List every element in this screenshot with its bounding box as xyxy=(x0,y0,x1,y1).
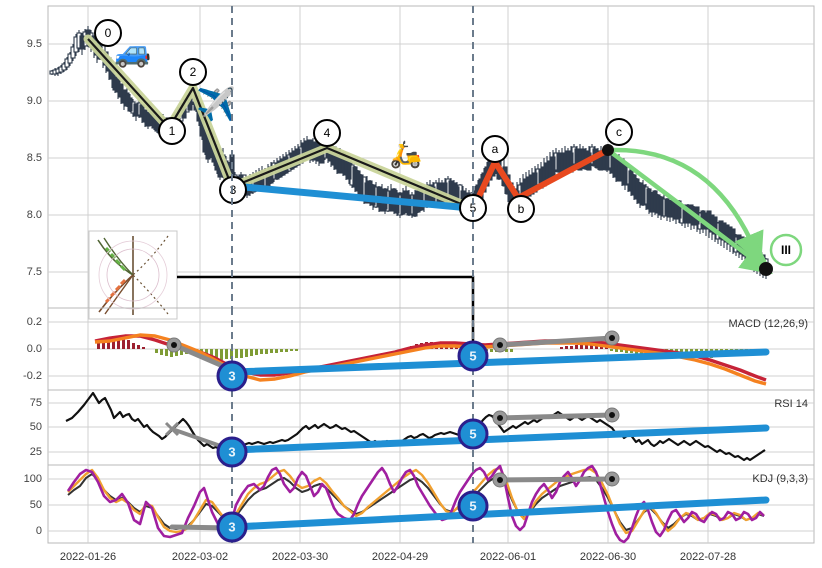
macd-y-tick-1: 0.0 xyxy=(27,343,42,355)
price-y-tick-3: 8.0 xyxy=(27,209,42,221)
wave-label-b: b xyxy=(507,195,535,223)
pivot-marker-rsi-3-text: 3 xyxy=(228,445,235,460)
kdj-panel-frame xyxy=(47,464,815,544)
airplane-emoji: ✈️ xyxy=(196,85,236,122)
price-y-tick-4: 7.5 xyxy=(27,266,42,278)
wave-label-5: 5 xyxy=(459,194,487,222)
elliott-wave-labels: 0 1 2 3 4 5 a xyxy=(94,19,791,257)
price-y-tick-1: 9.0 xyxy=(27,95,42,107)
inset-thumbnail[interactable] xyxy=(88,230,178,320)
x-tick-2: 2022-03-30 xyxy=(272,551,328,563)
pivot-marker-macd-3: 3 xyxy=(216,360,248,392)
pivot-marker-kdj-5-text: 5 xyxy=(469,499,476,514)
pivot-marker-macd-5-text: 5 xyxy=(469,349,476,364)
rsi-indicator-label: RSI 14 xyxy=(774,398,808,410)
pivot-marker-kdj-3: 3 xyxy=(216,511,248,543)
x-tick-6: 2022-07-28 xyxy=(680,551,736,563)
pivot-marker-kdj-3-text: 3 xyxy=(228,520,235,535)
price-panel: 9.5 9.0 8.5 8.0 7.5 xyxy=(27,5,815,309)
wave-label-c: c xyxy=(605,118,633,146)
pivot-marker-rsi-5: 5 xyxy=(457,418,489,450)
pivot-marker-rsi-3: 3 xyxy=(216,436,248,468)
car-emoji: 🚙 xyxy=(114,36,151,70)
wave-label-2-text: 2 xyxy=(190,65,197,79)
macd-y-tick-0: 0.2 xyxy=(27,316,42,328)
kdj-support-trendline xyxy=(230,496,770,531)
wave-label-4: 4 xyxy=(313,119,341,147)
wave-label-0: 0 xyxy=(94,19,122,47)
wave-c-dot xyxy=(602,144,614,156)
wave-label-c-text: c xyxy=(616,125,622,139)
kdj-y-tick-1: 50 xyxy=(30,499,42,511)
pivot-markers: 3 5 3 5 3 5 xyxy=(216,340,489,543)
wave-label-4-text: 4 xyxy=(324,126,331,140)
target-dot xyxy=(759,262,773,276)
macd-panel: 0.2 0.0 -0.2 MACD (12,26,9) xyxy=(23,307,815,391)
kdj-y-tick-0: 100 xyxy=(24,473,42,485)
x-axis-labels: 2022-01-26 2022-03-02 2022-03-30 2022-04… xyxy=(60,551,736,563)
rsi-support-trendline xyxy=(230,424,770,454)
macd-y-tick-2: -0.2 xyxy=(23,370,42,382)
wave-label-0-text: 0 xyxy=(105,26,112,40)
rsi-panel: 75 50 25 RSI 14 xyxy=(30,389,815,466)
price-y-tick-0: 9.5 xyxy=(27,38,42,50)
wave-label-1-text: 1 xyxy=(169,124,176,138)
forecast-arrows xyxy=(609,147,773,275)
x-tick-3: 2022-04-29 xyxy=(372,551,428,563)
pivot-marker-macd-5: 5 xyxy=(457,340,489,372)
price-y-axis-labels: 9.5 9.0 8.5 8.0 7.5 xyxy=(27,38,42,278)
wave-label-2: 2 xyxy=(179,58,207,86)
pivot-marker-rsi-5-text: 5 xyxy=(469,427,476,442)
kdj-divergence-line-2 xyxy=(492,471,620,488)
rsi-divergence-line-2 xyxy=(492,407,620,426)
wave-label-3-text: 3 xyxy=(230,183,237,197)
pivot-marker-macd-3-text: 3 xyxy=(228,369,235,384)
kdj-y-tick-2: 0 xyxy=(36,525,42,537)
x-tick-0: 2022-01-26 xyxy=(60,551,116,563)
wave-label-1: 1 xyxy=(158,117,186,145)
vertical-marker-lines xyxy=(231,6,474,543)
price-y-tick-2: 8.5 xyxy=(27,152,42,164)
kdj-panel: 100 50 0 KDJ (9,3,3) xyxy=(24,464,815,544)
scooter-emoji: 🛵 xyxy=(390,139,422,170)
rsi-y-tick-2: 25 xyxy=(30,446,42,458)
wave-label-a-text: a xyxy=(492,142,499,156)
wave-label-a: a xyxy=(481,135,509,163)
x-tick-1: 2022-03-02 xyxy=(172,551,228,563)
rsi-y-tick-0: 75 xyxy=(30,397,42,409)
macd-indicator-label: MACD (12,26,9) xyxy=(729,318,808,330)
inset-artwork xyxy=(97,235,169,315)
wave-label-III-text: III xyxy=(781,243,791,257)
pivot-marker-kdj-5: 5 xyxy=(457,490,489,522)
x-tick-5: 2022-06-30 xyxy=(580,551,636,563)
rsi-y-tick-1: 50 xyxy=(30,421,42,433)
rsi-line xyxy=(65,391,766,462)
x-tick-4: 2022-06-01 xyxy=(480,551,536,563)
support-trendline xyxy=(230,182,474,212)
macd-support-trendline xyxy=(230,348,770,376)
kdj-indicator-label: KDJ (9,3,3) xyxy=(752,473,808,485)
target-circle xyxy=(769,233,803,267)
wave-label-5-text: 5 xyxy=(470,201,477,215)
macd-divergence-line-2 xyxy=(492,330,620,353)
impulse-wave-line xyxy=(87,38,474,211)
wave-label-b-text: b xyxy=(518,202,525,216)
